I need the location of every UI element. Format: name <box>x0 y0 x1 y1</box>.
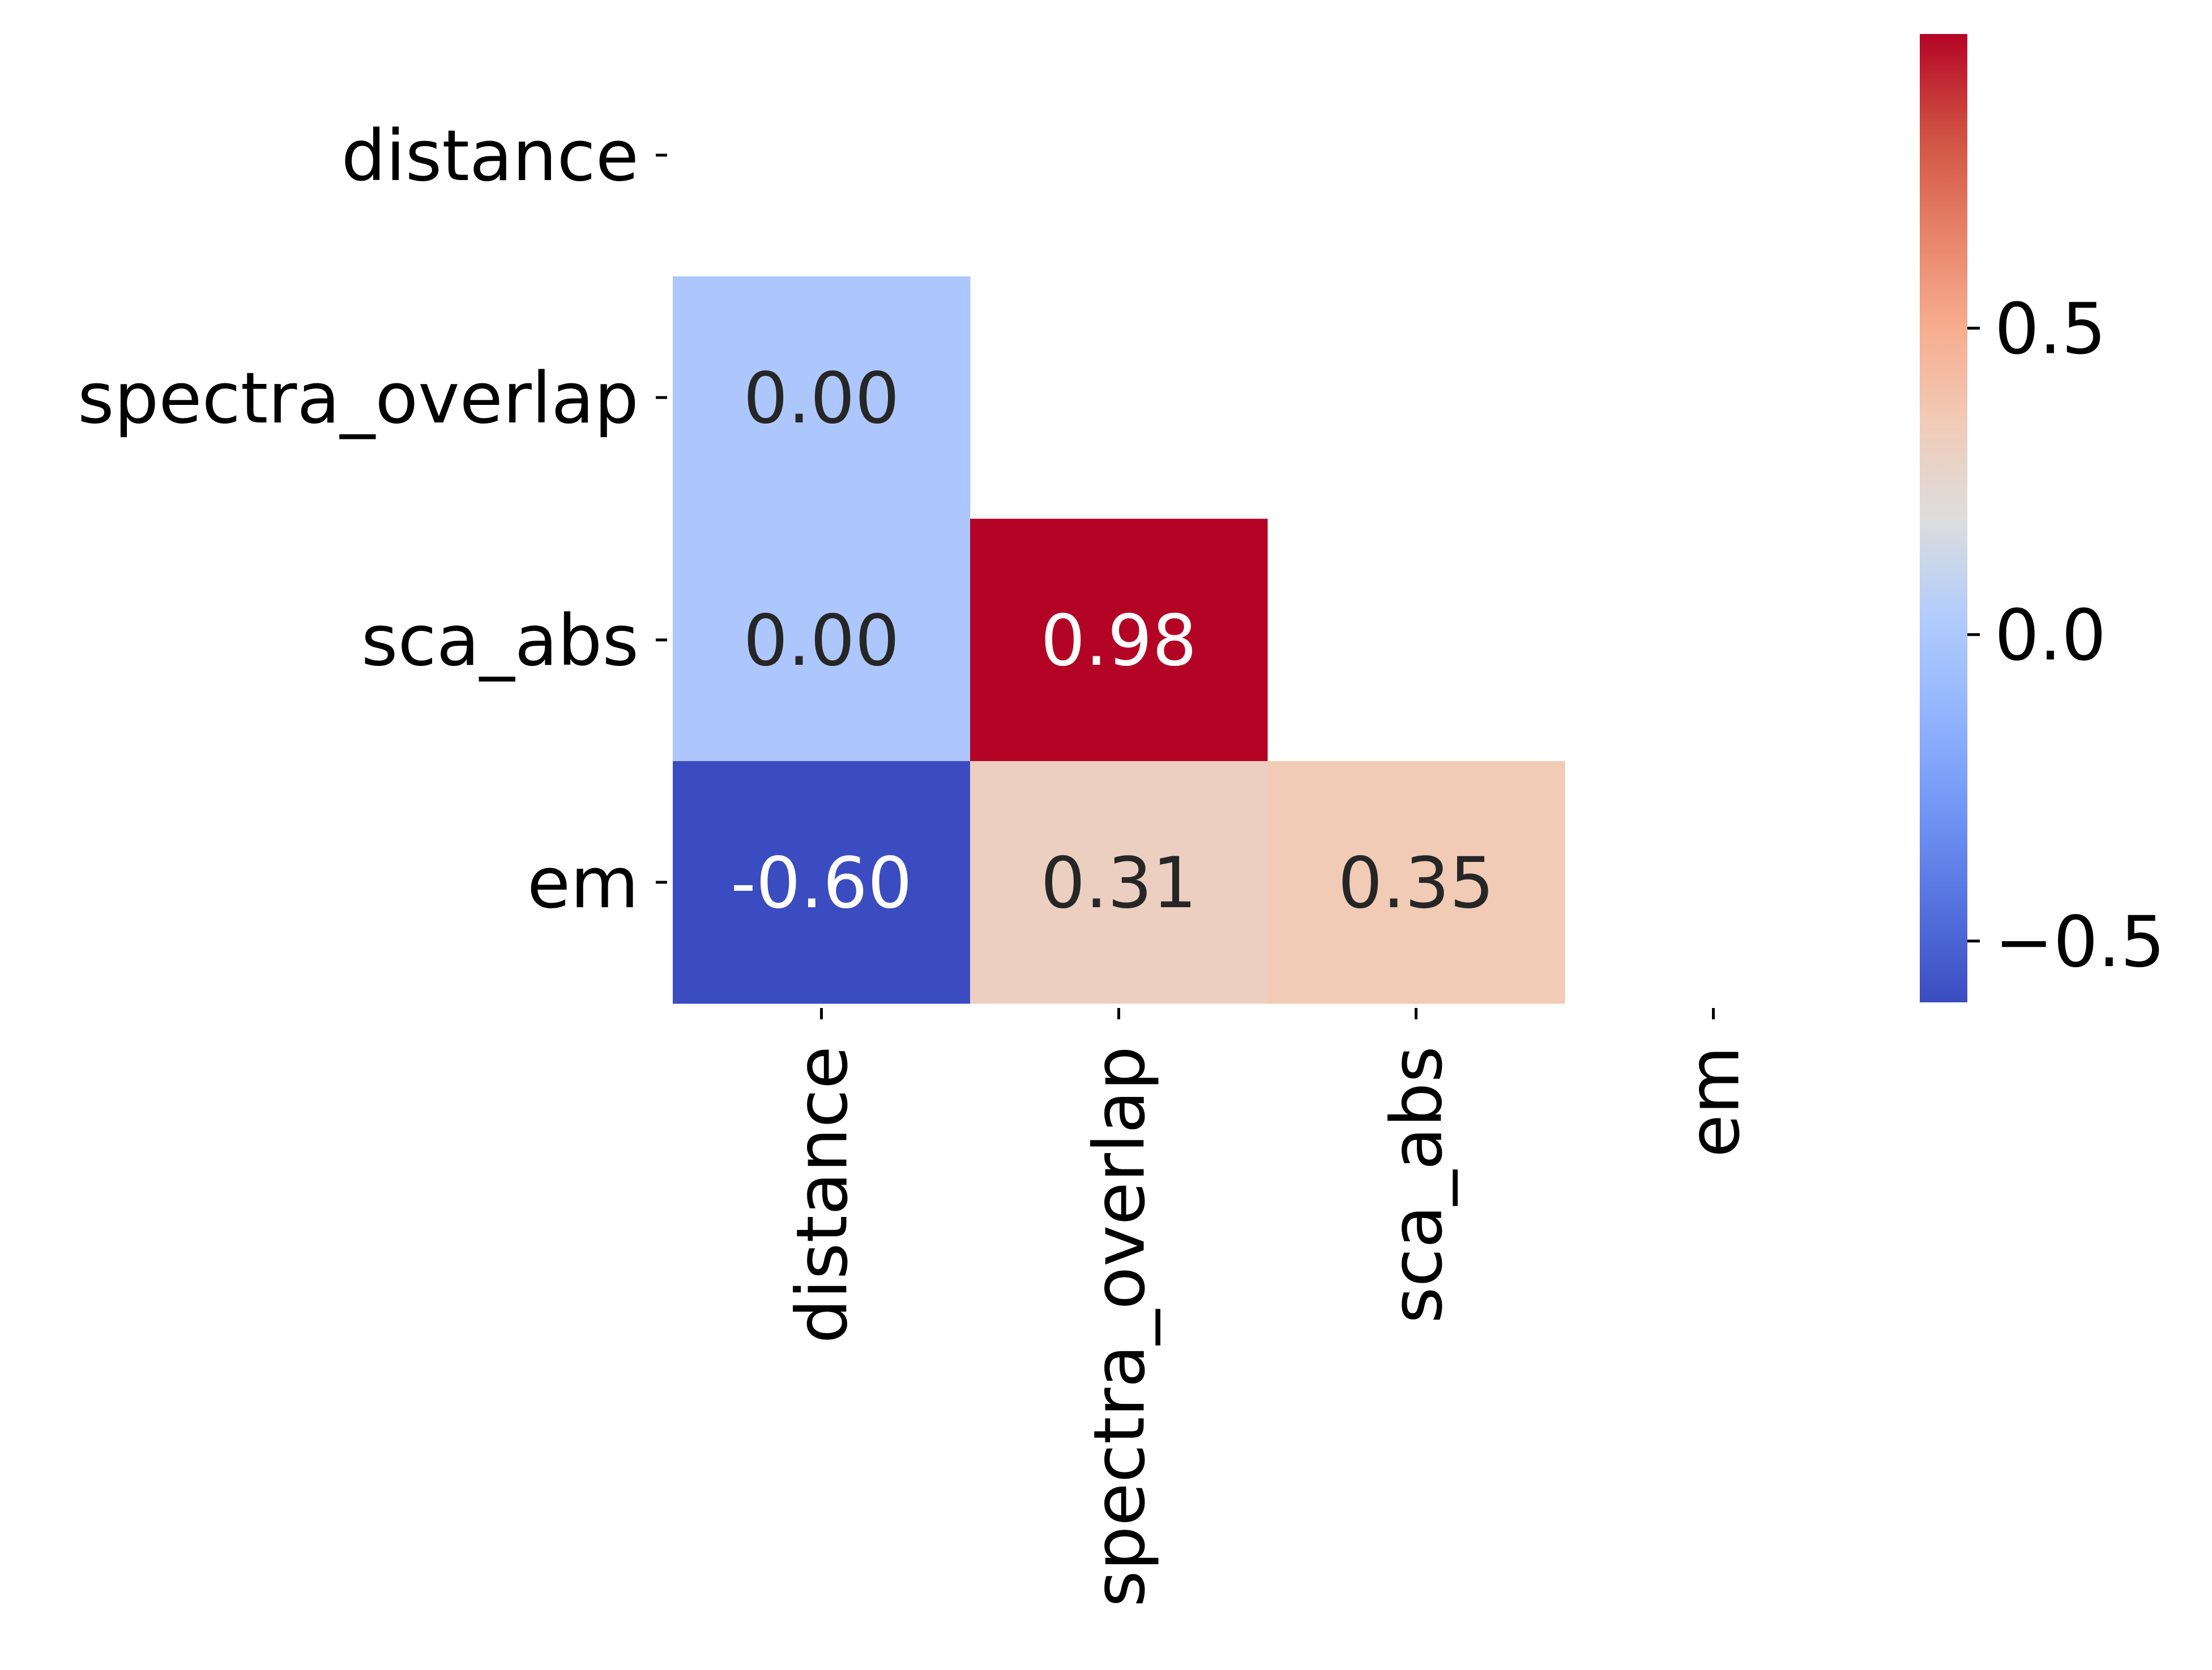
heatmap-cells <box>673 276 1565 1004</box>
cell-value-label: 0.31 <box>1040 843 1197 924</box>
colorbar-gradient <box>1920 34 1967 1002</box>
x-tick-label: spectra_overlap <box>1079 1046 1161 1607</box>
cell-value-label: 0.00 <box>743 600 899 682</box>
cell-value-label: -0.60 <box>731 843 912 924</box>
y-tick-label: em <box>527 843 639 924</box>
x-axis: distance spectra_overlap sca_abs em <box>782 1008 1756 1607</box>
cell-value-label: 0.35 <box>1338 843 1494 924</box>
heatmap-cell <box>970 519 1268 762</box>
colorbar-tick-label: −0.5 <box>1995 902 2165 983</box>
x-tick-label: distance <box>782 1046 864 1343</box>
heatmap-cell <box>1267 761 1565 1004</box>
colorbar-tick-label: 0.0 <box>1995 595 2106 677</box>
cell-value-label: 0.98 <box>1040 600 1197 682</box>
heatmap-cell <box>673 276 971 519</box>
y-tick-label: distance <box>341 116 639 197</box>
heatmap-cell <box>673 519 971 762</box>
y-tick-label: sca_abs <box>361 600 639 682</box>
heatmap-cell-labels: 0.00 0.00 0.98 -0.60 0.31 0.35 <box>731 358 1494 924</box>
y-tick-label: spectra_overlap <box>78 358 639 439</box>
x-tick-label: sca_abs <box>1377 1046 1458 1323</box>
cell-value-label: 0.00 <box>743 358 899 439</box>
x-tick-label: em <box>1674 1046 1756 1158</box>
colorbar: −0.5 0.0 0.5 <box>1920 34 2165 1002</box>
heatmap-cell <box>673 761 971 1004</box>
heatmap-cell <box>970 761 1268 1004</box>
colorbar-tick-label: 0.5 <box>1995 288 2106 370</box>
